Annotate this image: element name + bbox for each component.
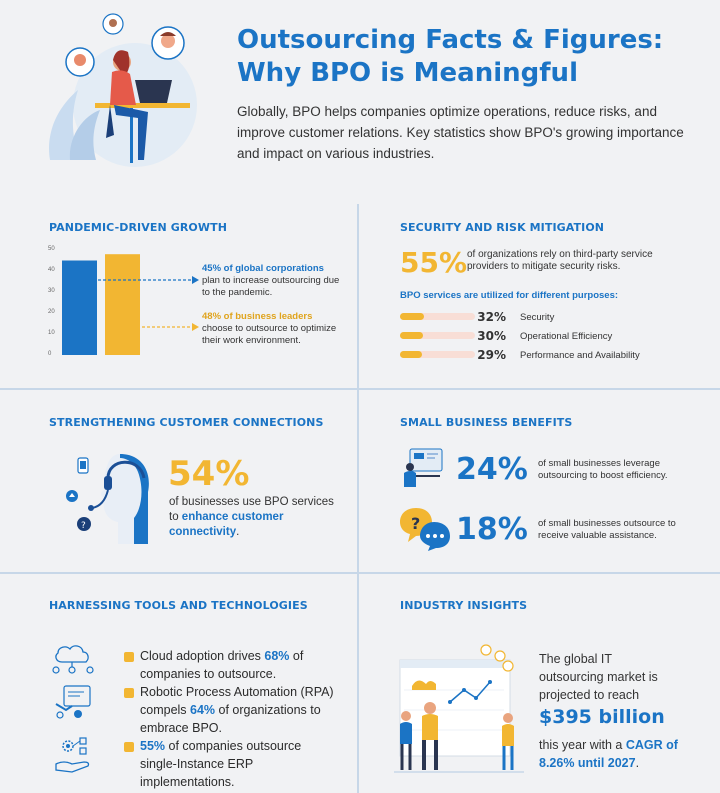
security-label: Performance and Availability	[520, 350, 640, 361]
small-biz-text-1: of small businesses leverage outsourcing…	[538, 458, 668, 481]
divider-h1	[0, 388, 720, 390]
customer-text-b: enhance customer connectivity	[169, 511, 284, 538]
security-sub-heading: BPO services are utilized for different …	[400, 290, 619, 301]
tools-item-3: 55% of companies outsource single-Instan…	[140, 737, 340, 791]
tools-text: of companies outsource single-Instance E…	[140, 739, 302, 789]
industry-text-2c: .	[635, 756, 640, 770]
tools-stat: 68%	[264, 649, 290, 663]
security-big-text: of organizations rely on third-party ser…	[467, 249, 653, 272]
tools-text: of companies to outsource.	[140, 649, 304, 681]
small-biz-text-2: of small businesses outsource to receive…	[538, 518, 676, 541]
pandemic-chart-axis: 50 40 30 20 10 0	[48, 246, 62, 359]
chart-bar	[62, 260, 97, 355]
robot-automation-icon	[55, 685, 91, 719]
tools-stat: 64%	[190, 703, 216, 717]
tools-item-1: Cloud adoption drives 68% of companies t…	[140, 647, 340, 683]
header-illustration	[49, 13, 197, 167]
small-biz-stat-1: 24%	[456, 452, 528, 487]
arrow-1	[98, 276, 199, 284]
note-1-bold: 45% of global corporations	[202, 263, 324, 274]
security-bar-fill	[400, 351, 422, 358]
y-tick-label: 10	[48, 330, 55, 336]
pandemic-bar-chart	[62, 254, 140, 355]
cloud-network-icon	[52, 645, 94, 674]
industry-text-2: this year with a CAGR of 8.26% until 202…	[539, 736, 699, 772]
industry-text-2b: CAGR of 8.26% until 2027	[539, 738, 678, 770]
small-biz-stat-2: 18%	[456, 512, 528, 547]
pandemic-note-1: 45% of global corporations plan to incre…	[202, 263, 342, 299]
tools-bullet	[124, 742, 134, 752]
customer-text-a: of businesses use BPO services to	[169, 496, 334, 523]
tools-text: of organizations to embrace BPO.	[140, 703, 321, 735]
divider-h2	[0, 572, 720, 574]
security-label: Operational Efficiency	[520, 331, 613, 342]
arrow-2	[142, 323, 199, 331]
y-tick-label: 50	[48, 246, 55, 252]
y-tick-label: 0	[48, 351, 52, 357]
customer-big-stat: 54%	[168, 454, 250, 494]
customer-heading: STRENGTHENING CUSTOMER CONNECTIONS	[49, 416, 324, 429]
tools-item-2: Robotic Process Automation (RPA) compels…	[140, 683, 340, 737]
security-bar-track	[400, 332, 475, 339]
chat-bubbles-icon: ?	[400, 508, 450, 551]
pandemic-heading: PANDEMIC-DRIVEN GROWTH	[49, 221, 227, 234]
tools-text: Robotic Process Automation (RPA) compels	[140, 685, 334, 717]
headset-agent-illustration: ?	[66, 454, 149, 544]
industry-heading: INDUSTRY INSIGHTS	[400, 599, 528, 612]
industry-text-1: The global IT outsourcing market is proj…	[539, 652, 658, 702]
note-2-rest: choose to outsource to optimize their wo…	[202, 323, 337, 346]
chart-bar	[105, 254, 140, 355]
tools-bullet	[124, 688, 134, 698]
security-label: Security	[520, 312, 555, 323]
tools-stat: 55%	[140, 739, 166, 753]
market-growth-illustration	[394, 644, 524, 773]
security-big-stat: 55%	[400, 246, 468, 279]
hand-gear-icon	[55, 737, 90, 773]
security-item: 29% Performance and Availability	[400, 348, 700, 362]
customer-text: of businesses use BPO services to enhanc…	[169, 495, 339, 540]
y-tick-label: 40	[48, 267, 55, 273]
security-item: 32% Security	[400, 310, 700, 324]
divider-v2	[357, 388, 359, 573]
security-bar-fill	[400, 313, 424, 320]
industry-big-stat: $395 billion	[539, 706, 665, 728]
tools-text: Cloud adoption drives	[140, 649, 265, 663]
security-pct: 29%	[477, 348, 506, 362]
security-bar-fill	[400, 332, 423, 339]
divider-v3	[357, 572, 359, 793]
pandemic-note-2: 48% of business leaders choose to outsou…	[202, 311, 342, 347]
tools-heading: HARNESSING TOOLS AND TECHNOLOGIES	[49, 599, 308, 612]
security-pct: 30%	[477, 329, 506, 343]
y-tick-label: 30	[48, 288, 55, 294]
security-bar-track	[400, 351, 475, 358]
industry-text-2a: this year with a	[539, 738, 626, 752]
security-item: 30% Operational Efficiency	[400, 329, 700, 343]
security-pct: 32%	[477, 310, 506, 324]
worker-desk-icon	[404, 448, 443, 487]
svg-text:?: ?	[81, 521, 86, 531]
page-title: Outsourcing Facts & Figures: Why BPO is …	[237, 25, 664, 88]
note-1-rest: plan to increase outsourcing due to the …	[202, 275, 340, 298]
security-bar-track	[400, 313, 475, 320]
customer-text-c: .	[236, 526, 240, 538]
intro-text: Globally, BPO helps companies optimize o…	[237, 104, 684, 161]
security-heading: SECURITY AND RISK MITIGATION	[400, 221, 605, 234]
divider-v1	[357, 204, 359, 390]
svg-text:?: ?	[411, 514, 420, 533]
tools-bullet	[124, 652, 134, 662]
note-2-bold: 48% of business leaders	[202, 311, 313, 322]
small-biz-heading: SMALL BUSINESS BENEFITS	[400, 416, 573, 429]
y-tick-label: 20	[48, 309, 55, 315]
